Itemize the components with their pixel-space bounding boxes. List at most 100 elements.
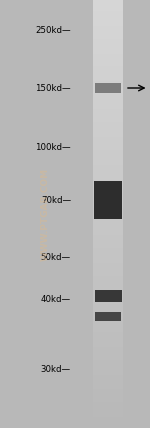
Bar	[93, 171, 123, 173]
Bar	[93, 285, 123, 287]
Bar	[93, 30, 123, 32]
Bar	[93, 141, 123, 143]
Bar	[93, 235, 123, 238]
Bar	[93, 214, 123, 216]
Bar	[93, 385, 123, 387]
Bar	[93, 60, 123, 62]
Text: 40kd—: 40kd—	[41, 295, 71, 304]
Text: WWW.PTGAB.COM: WWW.PTGAB.COM	[40, 167, 50, 261]
Bar	[93, 263, 123, 265]
Bar	[93, 4, 123, 6]
Bar	[93, 45, 123, 47]
Bar	[93, 109, 123, 111]
Bar	[93, 411, 123, 413]
Bar	[93, 265, 123, 268]
Bar	[93, 415, 123, 417]
Bar	[93, 94, 123, 96]
Bar	[93, 107, 123, 109]
Bar	[93, 188, 123, 190]
Bar	[93, 282, 123, 285]
Bar	[93, 173, 123, 175]
Bar	[93, 325, 123, 327]
Text: 150kd—: 150kd—	[35, 83, 71, 92]
Bar	[93, 389, 123, 392]
Bar	[93, 160, 123, 163]
Bar	[93, 268, 123, 270]
Bar	[93, 178, 123, 180]
Bar	[93, 51, 123, 54]
Bar	[93, 312, 123, 315]
Bar	[93, 79, 123, 81]
Bar	[93, 197, 123, 199]
Bar	[93, 39, 123, 41]
Bar	[93, 47, 123, 49]
Bar	[93, 291, 123, 293]
Bar	[93, 238, 123, 240]
Bar	[93, 250, 123, 253]
Bar	[93, 28, 123, 30]
Bar	[93, 128, 123, 131]
Bar	[93, 86, 123, 88]
Bar	[93, 13, 123, 15]
Bar	[93, 332, 123, 334]
Bar	[93, 345, 123, 347]
Bar	[93, 330, 123, 332]
Bar	[93, 49, 123, 51]
Bar	[93, 317, 123, 319]
Bar	[93, 210, 123, 212]
Bar	[93, 379, 123, 381]
Bar	[93, 24, 123, 26]
Bar	[93, 135, 123, 137]
Bar	[93, 139, 123, 141]
Bar	[93, 9, 123, 11]
Bar	[93, 118, 123, 120]
Bar	[93, 233, 123, 235]
Bar	[93, 227, 123, 229]
Bar	[93, 304, 123, 306]
Bar	[93, 0, 123, 2]
Bar	[93, 287, 123, 289]
Bar	[93, 272, 123, 274]
Bar	[93, 182, 123, 184]
Bar	[93, 246, 123, 248]
Bar	[93, 163, 123, 165]
Bar	[93, 349, 123, 351]
Text: 30kd—: 30kd—	[41, 366, 71, 374]
Bar	[93, 381, 123, 383]
Bar	[93, 257, 123, 259]
Bar	[93, 229, 123, 231]
Bar	[93, 351, 123, 353]
Bar	[93, 319, 123, 321]
Bar	[93, 111, 123, 113]
Bar	[93, 175, 123, 178]
Bar	[93, 336, 123, 338]
Bar	[93, 26, 123, 28]
Bar	[93, 201, 123, 203]
Bar	[93, 77, 123, 79]
Bar	[93, 218, 123, 220]
Bar	[93, 310, 123, 312]
Bar	[93, 413, 123, 415]
Bar	[93, 146, 123, 148]
Bar	[93, 15, 123, 17]
Bar	[93, 137, 123, 139]
Bar	[93, 154, 123, 156]
Bar	[93, 73, 123, 75]
Bar	[93, 347, 123, 349]
Bar	[94, 290, 122, 302]
Bar	[93, 340, 123, 342]
Bar	[93, 152, 123, 154]
Bar	[93, 377, 123, 379]
Bar	[93, 274, 123, 276]
Bar	[93, 199, 123, 201]
Bar	[93, 366, 123, 368]
Bar	[93, 387, 123, 389]
Bar	[93, 306, 123, 308]
Bar	[93, 92, 123, 94]
Bar	[93, 242, 123, 244]
Bar	[93, 419, 123, 422]
Bar	[93, 404, 123, 407]
Bar	[93, 158, 123, 160]
Bar	[93, 156, 123, 158]
Bar	[93, 338, 123, 340]
